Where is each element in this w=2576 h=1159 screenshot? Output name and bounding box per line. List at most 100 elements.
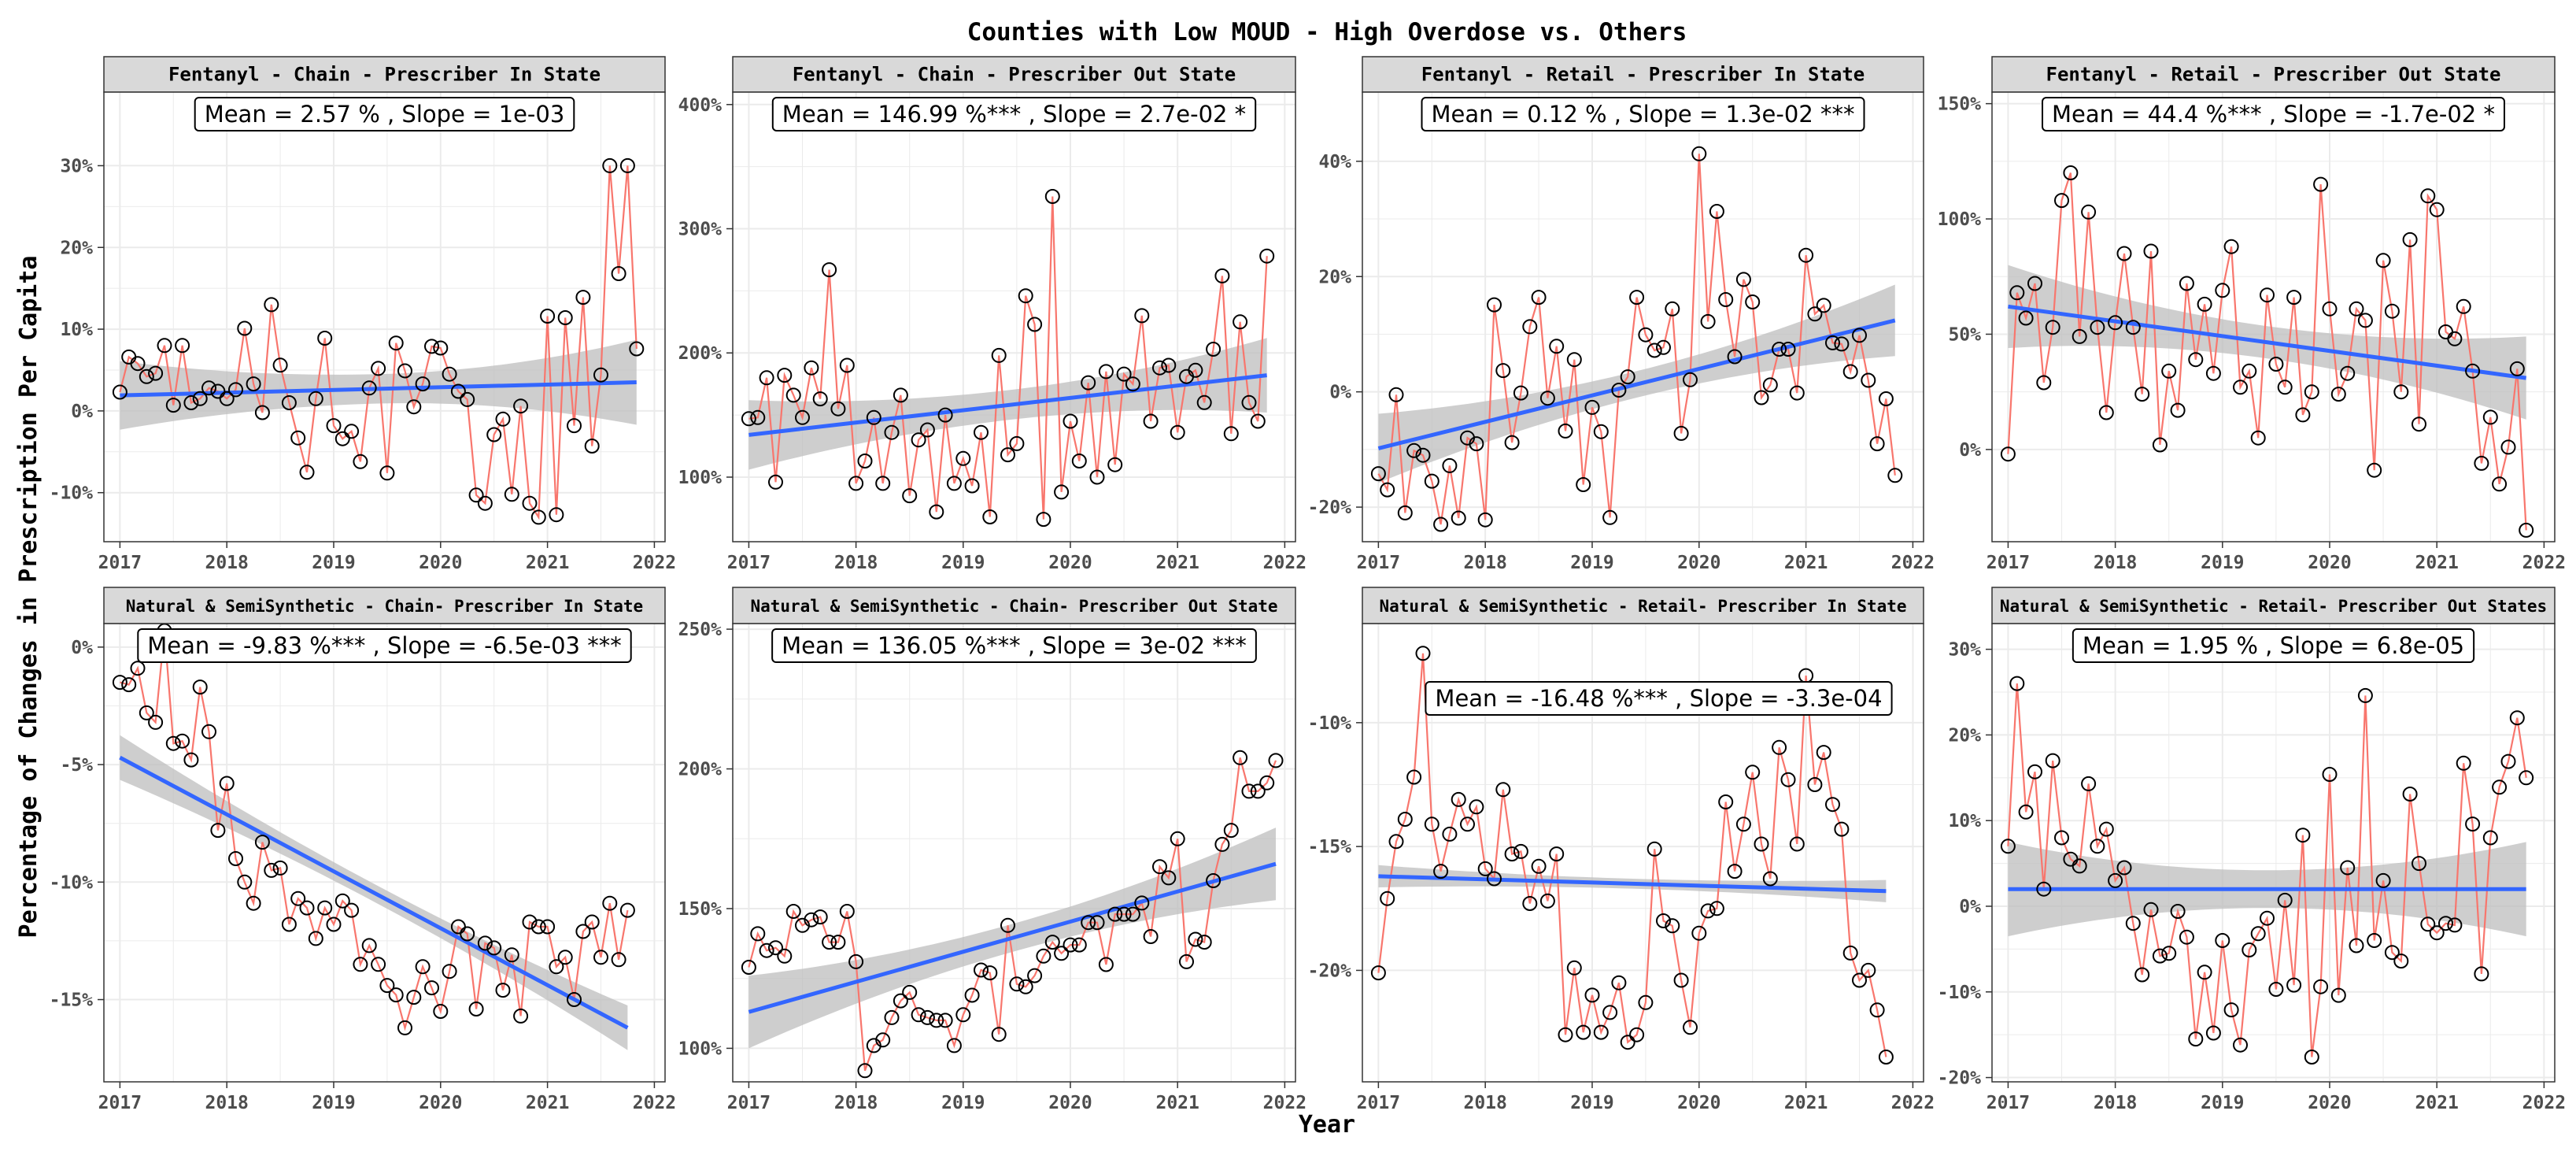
- data-point: [2402, 231, 2418, 247]
- data-point: [460, 391, 475, 407]
- data-point: [2304, 384, 2319, 400]
- data-point: [1000, 917, 1015, 933]
- data-point: [1727, 864, 1743, 879]
- data-points: [1370, 146, 1903, 532]
- data-point: [1027, 968, 1043, 983]
- data-point: [1683, 1020, 1698, 1035]
- data-point: [1852, 972, 1867, 988]
- data-point: [946, 476, 962, 491]
- y-tick-label: 100%: [1938, 209, 1982, 230]
- x-tick-label: 2019: [312, 553, 355, 573]
- data-point: [1629, 290, 1645, 305]
- x-tick-label: 2018: [834, 553, 878, 573]
- data-point: [1370, 965, 1386, 981]
- data-point: [2519, 770, 2534, 786]
- facet-title: Natural & SemiSynthetic - Retail- Prescr…: [1379, 597, 1906, 616]
- panel-border: [1362, 623, 1924, 1083]
- data-point: [2242, 363, 2257, 379]
- x-tick-label: 2021: [2415, 553, 2458, 573]
- x-tick-label: 2018: [2094, 553, 2137, 573]
- data-point: [902, 984, 918, 1000]
- facet-title: Natural & SemiSynthetic - Chain- Prescri…: [126, 597, 643, 616]
- data-point: [406, 399, 422, 415]
- data-point: [1646, 343, 1662, 358]
- data-point: [1611, 383, 1627, 398]
- data-point: [1566, 960, 1582, 976]
- x-tick-label: 2020: [419, 553, 462, 573]
- data-point: [567, 418, 582, 434]
- trend-line: [2008, 304, 2526, 380]
- data-point: [1415, 447, 1431, 463]
- data-point: [2098, 405, 2114, 420]
- data-point: [822, 262, 837, 278]
- data-point: [1683, 372, 1698, 387]
- data-point: [2474, 455, 2489, 471]
- data-point: [486, 427, 502, 442]
- data-point: [575, 290, 591, 305]
- data-point: [1549, 846, 1565, 862]
- data-point: [982, 965, 998, 981]
- data-point: [2134, 387, 2150, 402]
- x-tick-label: 2019: [312, 1093, 355, 1113]
- data-point: [2268, 357, 2284, 372]
- data-point: [1116, 366, 1132, 382]
- data-point: [2063, 165, 2079, 180]
- data-point: [1233, 750, 1248, 765]
- stats-text: Mean = -9.83 %*** , Slope = -6.5e-03 ***: [147, 632, 621, 659]
- x-tick-label: 2017: [1357, 553, 1400, 573]
- data-point: [619, 157, 635, 173]
- data-point: [1259, 775, 1275, 791]
- panel-6: Natural & SemiSynthetic - Chain- Prescri…: [678, 587, 1306, 1113]
- data-point: [1152, 859, 1167, 875]
- data-point: [433, 1004, 449, 1019]
- data-point: [1268, 753, 1284, 768]
- data-point: [1107, 457, 1123, 472]
- data-point: [1000, 447, 1015, 463]
- data-point: [1469, 436, 1484, 452]
- x-tick-label: 2020: [1677, 1093, 1720, 1113]
- data-point: [584, 439, 600, 454]
- data-point: [1063, 937, 1078, 953]
- data-point: [2009, 285, 2025, 301]
- data-point: [1495, 363, 1511, 379]
- series-line: [1377, 653, 1887, 1057]
- plot-background: [1992, 624, 2555, 1082]
- data-point: [1718, 794, 1734, 809]
- data-point: [1152, 360, 1167, 376]
- x-tick-label: 2017: [98, 1093, 142, 1113]
- data-point: [112, 675, 128, 691]
- series-line: [1377, 154, 1896, 525]
- data-point: [2286, 290, 2302, 305]
- data-point: [1071, 454, 1087, 468]
- data-point: [929, 1013, 944, 1028]
- data-point: [1044, 189, 1060, 204]
- data-point: [955, 1007, 971, 1023]
- data-point: [264, 862, 279, 878]
- data-point: [210, 823, 226, 839]
- y-tick-label: 100%: [678, 1039, 723, 1059]
- data-point: [2143, 902, 2159, 917]
- data-point: [272, 357, 288, 373]
- data-point: [165, 735, 181, 751]
- data-point: [2456, 755, 2471, 771]
- data-point: [2375, 872, 2391, 888]
- data-point: [157, 338, 172, 354]
- data-point: [848, 476, 864, 491]
- data-point: [2322, 767, 2338, 782]
- data-point: [1718, 292, 1734, 307]
- data-point: [1477, 861, 1493, 876]
- stats-text: Mean = 2.57 % , Slope = 1e-03: [205, 101, 565, 128]
- data-point: [219, 776, 235, 791]
- stats-annotation: Mean = -16.48 %*** , Slope = -3.3e-04: [1425, 681, 1893, 716]
- x-tick-label: 2018: [1463, 1093, 1506, 1113]
- data-point: [1878, 1050, 1894, 1065]
- data-point: [1620, 1035, 1635, 1050]
- x-tick-label: 2020: [1677, 553, 1720, 573]
- y-tick-label: -15%: [50, 991, 94, 1011]
- data-point: [2116, 860, 2132, 876]
- data-point: [1558, 423, 1573, 439]
- data-point: [1380, 891, 1395, 906]
- x-tick-label: 2019: [2201, 1093, 2244, 1113]
- data-point: [281, 395, 297, 410]
- stats-text: Mean = 136.05 %*** , Slope = 3e-02 ***: [782, 632, 1247, 659]
